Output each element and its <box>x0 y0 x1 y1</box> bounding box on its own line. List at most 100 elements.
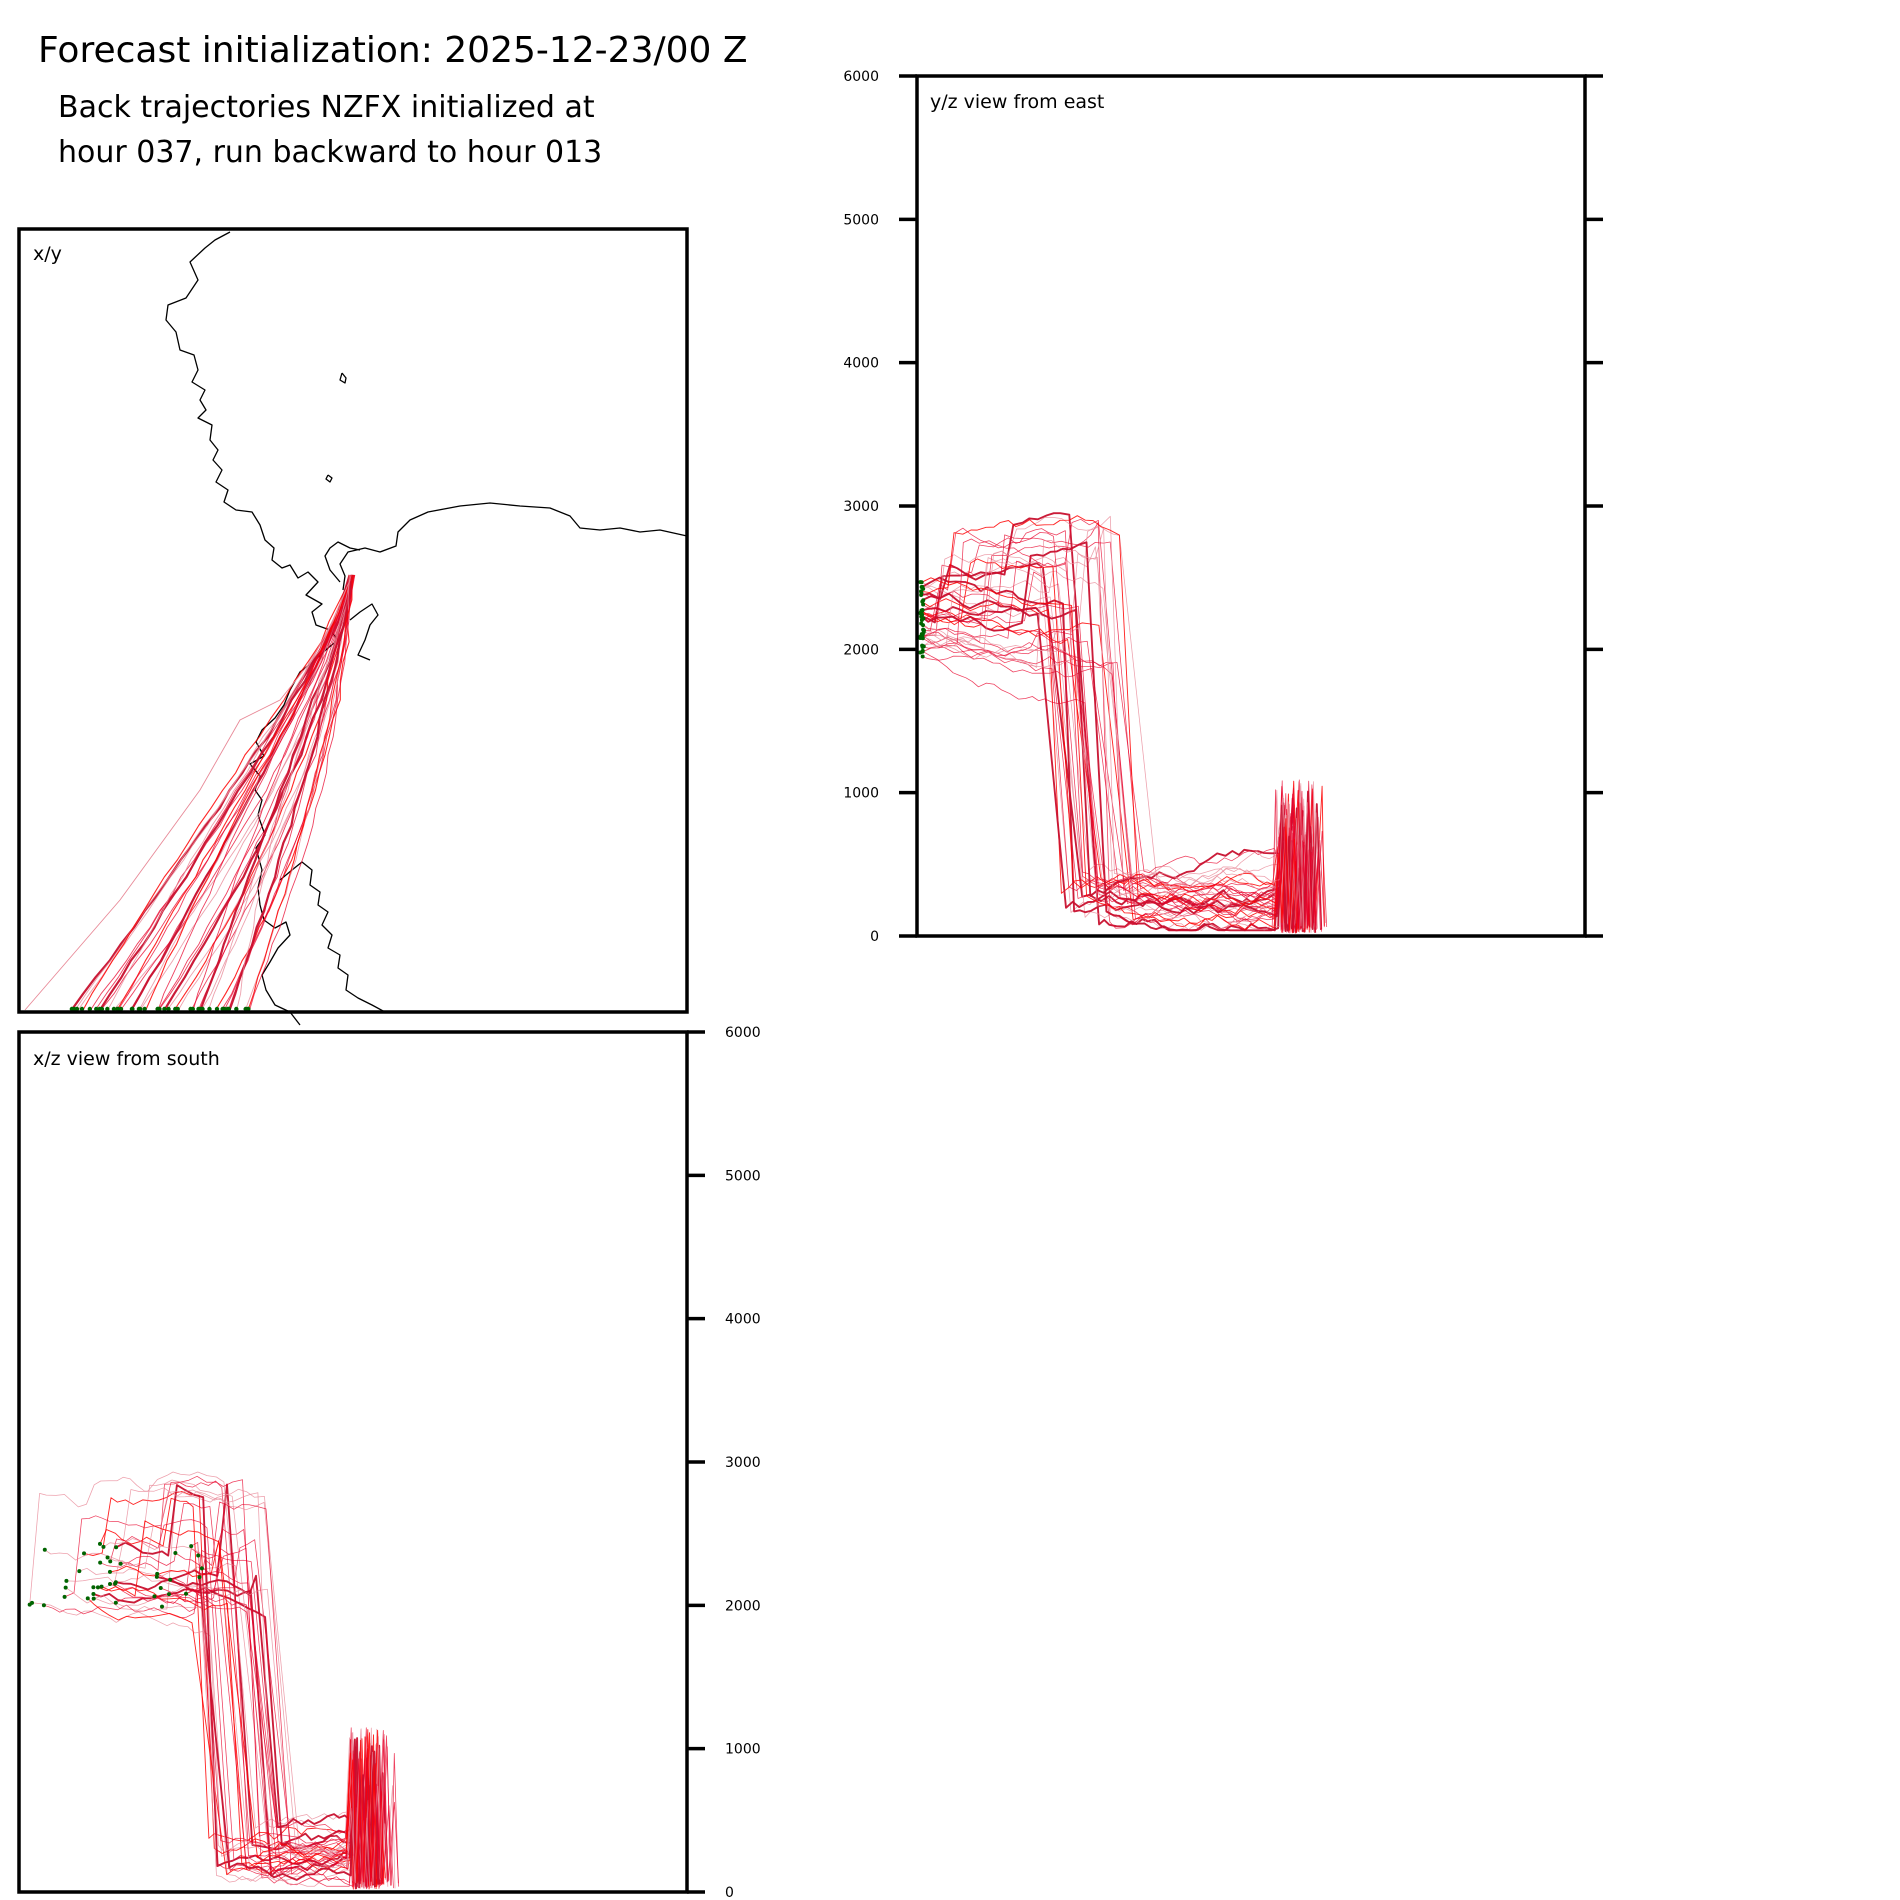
xy-frame <box>17 227 689 1014</box>
yz-trajectory <box>921 515 1293 931</box>
coastline-segment <box>165 231 339 1026</box>
xz-start-point <box>101 1544 106 1549</box>
xy-trajectory <box>24 579 351 1011</box>
yz-trajectory <box>921 577 1298 932</box>
xy-trajectory <box>228 574 354 1011</box>
xy-start-point <box>173 1006 178 1012</box>
xy-start-point <box>130 1006 135 1012</box>
yz-start-point <box>919 618 924 623</box>
yz-y-axis: 0 1000 2000 3000 4000 5000 6000 <box>843 69 1603 945</box>
yz-start-point <box>918 589 923 594</box>
xy-start-point <box>155 1006 160 1012</box>
xy-trajectory <box>192 574 353 1011</box>
xz-start-point <box>167 1592 172 1597</box>
figure-subtitle-line1: Back trajectories NZFX initialized at <box>58 90 595 125</box>
xy-start-point <box>162 1006 167 1012</box>
xz-tick-label: 0 <box>725 1885 734 1900</box>
xy-start-point <box>97 1006 102 1012</box>
figure-subtitle-line2: hour 037, run backward to hour 013 <box>58 135 603 170</box>
xz-start-point <box>85 1596 90 1601</box>
xz-start-point <box>97 1541 102 1546</box>
xz-start-point <box>41 1603 46 1608</box>
xz-start-point <box>173 1551 178 1556</box>
xz-start-point <box>197 1575 202 1580</box>
yz-tick-label: 1000 <box>843 786 879 802</box>
yz-trajectories <box>921 512 1328 934</box>
yz-start-point <box>920 649 925 654</box>
xz-start-point <box>98 1560 103 1565</box>
xy-start-point <box>200 1006 205 1012</box>
xz-trajectory <box>103 1538 371 1888</box>
xy-start-point <box>72 1006 77 1012</box>
coastline-segment <box>339 502 688 591</box>
yz-start-point <box>919 592 924 597</box>
xz-trajectories <box>29 1471 400 1890</box>
yz-trajectory <box>921 546 1323 932</box>
xy-trajectory <box>249 574 356 1011</box>
xz-tick-label: 5000 <box>725 1168 761 1184</box>
xy-start-point <box>207 1006 212 1012</box>
xy-start-point <box>79 1006 85 1012</box>
xz-start-point <box>114 1545 119 1550</box>
xz-start-point <box>158 1586 163 1591</box>
yz-trajectory <box>921 623 1312 934</box>
xy-start-point <box>137 1006 143 1012</box>
xz-trajectory <box>115 1501 400 1890</box>
xz-start-point <box>99 1584 104 1589</box>
xz-start-point <box>160 1604 165 1609</box>
xy-start-point <box>222 1006 227 1012</box>
xy-trajectory <box>201 574 353 1011</box>
yz-trajectory <box>921 527 1304 931</box>
yz-start-point <box>921 602 926 607</box>
xy-start-point <box>105 1006 110 1012</box>
xz-trajectory <box>31 1602 371 1889</box>
xz-y-axis: 0 1000 2000 3000 4000 5000 6000 <box>687 1025 761 1900</box>
yz-trajectory <box>921 538 1322 932</box>
xy-start-point <box>234 1006 239 1012</box>
xz-start-point <box>64 1578 69 1583</box>
xy-trajectory <box>157 574 353 1011</box>
xz-start-point <box>113 1580 118 1585</box>
xz-start-point <box>42 1547 47 1552</box>
yz-start-point <box>920 644 925 649</box>
yz-start-point <box>918 580 923 585</box>
xz-start-point <box>154 1574 159 1579</box>
xy-trajectory <box>82 574 353 1011</box>
xy-start-point <box>214 1006 220 1012</box>
xy-panel-label: x/y <box>33 243 62 265</box>
coastline <box>165 231 688 1026</box>
xz-start-point <box>27 1602 32 1607</box>
xz-start-point <box>105 1555 110 1560</box>
xz-tick-label: 1000 <box>725 1742 761 1758</box>
figure-title: Forecast initialization: 2025-12-23/00 Z <box>38 30 748 71</box>
yz-start-point <box>919 621 924 626</box>
yz-panel-label: y/z view from east <box>930 91 1104 113</box>
yz-start-point <box>920 654 925 659</box>
xz-start-point <box>168 1577 173 1582</box>
xz-start-point <box>155 1571 160 1576</box>
coastline-segment <box>349 603 379 661</box>
xy-start-point <box>118 1006 124 1012</box>
xz-trajectory <box>101 1520 378 1887</box>
xy-trajectory <box>138 574 353 1011</box>
xz-start-point <box>107 1569 112 1574</box>
yz-trajectory <box>921 637 1300 927</box>
xz-panel-label: x/z view from south <box>33 1048 220 1070</box>
xz-start-point <box>91 1585 96 1590</box>
xy-trajectory <box>117 574 355 1011</box>
xy-trajectories <box>24 574 356 1011</box>
yz-trajectory <box>921 515 1299 932</box>
xy-start-points <box>69 1006 251 1012</box>
yz-tick-label: 5000 <box>843 212 879 228</box>
xz-start-point <box>196 1553 201 1558</box>
xz-trajectory <box>97 1586 377 1890</box>
xz-trajectory <box>66 1471 388 1888</box>
xz-start-point <box>199 1566 204 1571</box>
yz-trajectory <box>921 632 1309 932</box>
yz-trajectory <box>921 656 1297 931</box>
xy-trajectory <box>208 574 353 1011</box>
xz-trajectory <box>161 1605 377 1889</box>
xz-start-point <box>108 1559 113 1564</box>
